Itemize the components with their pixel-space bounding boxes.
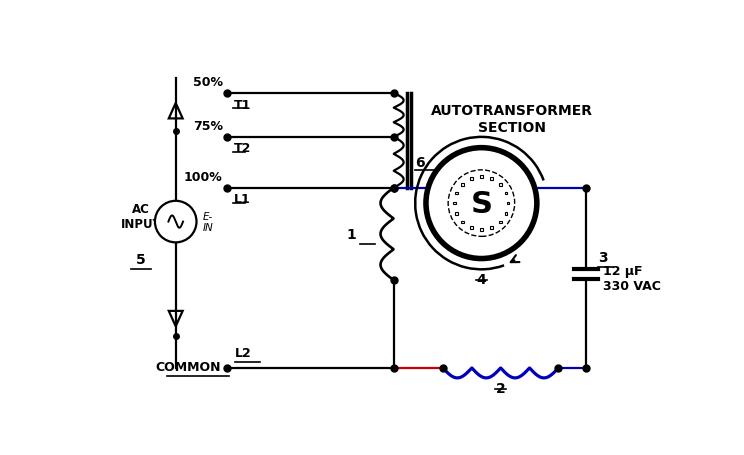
Text: 2: 2	[496, 381, 505, 395]
Bar	[455, 192, 458, 195]
Text: 5: 5	[136, 252, 146, 266]
Bar	[490, 227, 493, 229]
Bar	[504, 192, 507, 195]
Text: AC
INPUT: AC INPUT	[121, 203, 161, 231]
Circle shape	[155, 202, 196, 243]
Text: 6: 6	[415, 156, 425, 170]
Bar	[504, 212, 507, 215]
Text: 12 μF
330 VAC: 12 μF 330 VAC	[603, 264, 661, 292]
Bar	[507, 202, 510, 205]
Bar	[480, 229, 483, 232]
Text: L1: L1	[234, 193, 250, 206]
Bar	[480, 176, 483, 178]
Text: L2: L2	[235, 346, 251, 359]
Bar	[461, 183, 464, 186]
Text: 75%: 75%	[193, 120, 222, 133]
Bar	[470, 178, 472, 181]
Text: 1: 1	[347, 228, 356, 241]
Text: T1: T1	[234, 98, 251, 111]
Text: COMMON: COMMON	[155, 360, 221, 373]
Text: T2: T2	[234, 142, 251, 155]
Text: 50%: 50%	[193, 76, 222, 89]
Bar	[470, 227, 472, 229]
Bar	[455, 212, 458, 215]
Bar	[499, 183, 501, 186]
Text: E-
IN: E- IN	[202, 211, 214, 233]
Text: S: S	[470, 189, 493, 218]
Text: 100%: 100%	[184, 171, 222, 184]
Bar	[499, 221, 501, 224]
Bar	[453, 202, 456, 205]
Text: AUTOTRANSFORMER
SECTION: AUTOTRANSFORMER SECTION	[432, 104, 593, 134]
Circle shape	[426, 148, 537, 259]
Bar	[490, 178, 493, 181]
Bar	[461, 221, 464, 224]
Text: 4: 4	[476, 273, 487, 287]
Text: 3: 3	[597, 251, 607, 265]
